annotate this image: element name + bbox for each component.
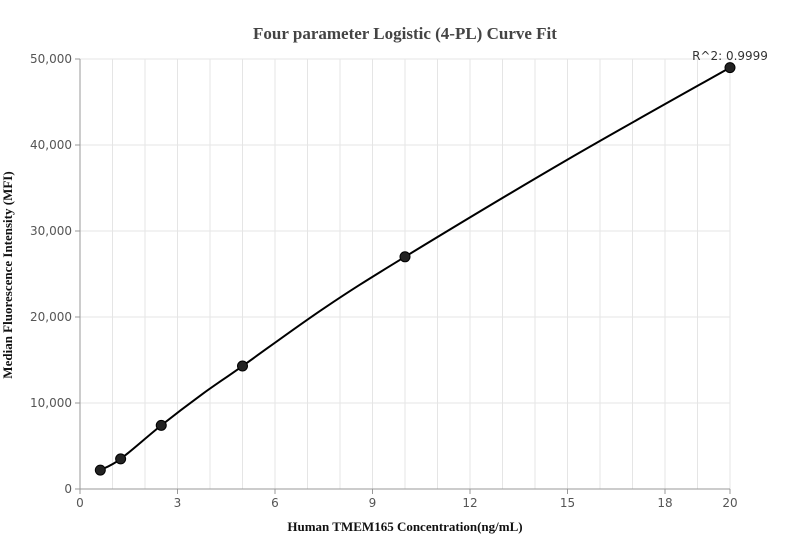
y-axis-title: Median Fluorescence Intensity (MFI) <box>0 171 15 378</box>
x-tick-label: 15 <box>560 496 575 510</box>
chart-title: Four parameter Logistic (4-PL) Curve Fit <box>253 24 557 43</box>
x-tick-label: 6 <box>271 496 279 510</box>
y-tick-label: 40,000 <box>30 138 72 152</box>
x-tick-label: 9 <box>369 496 377 510</box>
x-tick-label: 12 <box>462 496 477 510</box>
y-tick-label: 10,000 <box>30 396 72 410</box>
x-tick-label: 0 <box>76 496 84 510</box>
x-axis-title: Human TMEM165 Concentration(ng/mL) <box>287 519 522 534</box>
y-tick-label: 50,000 <box>30 52 72 66</box>
data-points-layer <box>94 62 736 476</box>
data-point <box>155 419 167 431</box>
x-tick-label: 18 <box>657 496 672 510</box>
data-point <box>724 62 736 74</box>
r-squared-annotation: R^2: 0.9999 <box>692 49 768 63</box>
x-tick-label: 3 <box>174 496 182 510</box>
axes: 0 3 6 9 12 15 18 20 0 10,000 20,000 30,000 40,000 50,… <box>30 52 738 510</box>
data-point <box>115 453 127 465</box>
data-point <box>237 360 248 372</box>
data-point <box>399 251 411 263</box>
fit-curve-line <box>99 66 731 471</box>
x-tick-label: 20 <box>722 496 737 510</box>
y-tick-label: 0 <box>64 482 72 496</box>
y-tick-label: 30,000 <box>30 224 72 238</box>
grid <box>79 58 731 489</box>
y-tick-label: 20,000 <box>30 310 72 324</box>
data-point <box>94 464 106 476</box>
fit-curve-layer <box>99 66 731 471</box>
